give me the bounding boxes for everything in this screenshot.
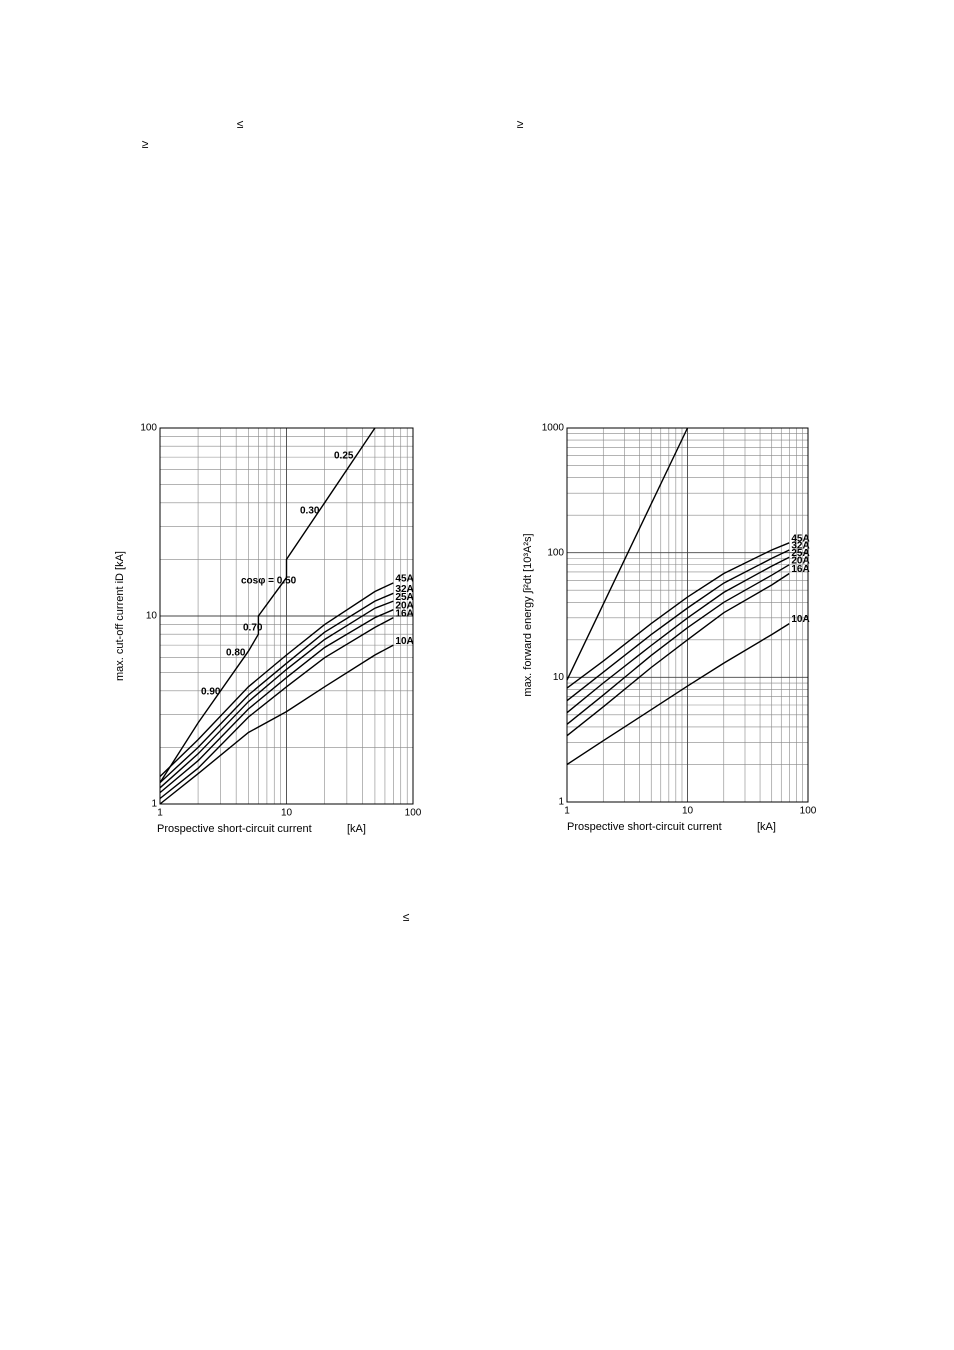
x-tick-label: 1 — [564, 806, 570, 817]
curve — [159, 616, 394, 800]
x-tick-label: 1 — [157, 808, 163, 819]
symbol: ≤ — [237, 117, 244, 131]
curve — [566, 556, 790, 714]
y-tick-label: 1000 — [542, 423, 565, 434]
x-axis-unit: [kA] — [757, 821, 776, 833]
curve — [566, 542, 790, 689]
plot-frame — [159, 427, 414, 805]
curve-label: 45A — [791, 533, 809, 544]
symbol: ≥ — [142, 137, 149, 151]
x-tick-label: 100 — [800, 806, 817, 817]
curve — [159, 600, 394, 789]
curve — [566, 549, 790, 702]
annotation: 0.30 — [300, 506, 320, 517]
curve — [159, 582, 394, 778]
curve — [159, 644, 394, 805]
annotation: 0.80 — [226, 648, 246, 659]
x-axis-label: Prospective short-circuit current — [157, 823, 312, 835]
y-tick-label: 100 — [140, 423, 157, 434]
x-tick-label: 10 — [281, 808, 293, 819]
y-tick-label: 100 — [547, 547, 564, 558]
symbol: ≤ — [403, 910, 410, 924]
curve — [566, 564, 790, 725]
curve — [566, 623, 790, 766]
y-tick-label: 10 — [553, 672, 565, 683]
curve-label: 10A — [395, 636, 413, 647]
symbol: ≥ — [517, 117, 524, 131]
x-axis-label: Prospective short-circuit current — [567, 821, 722, 833]
y-axis-label: max. cut-off current iD [kA] — [114, 551, 126, 681]
curve-label: 45A — [395, 574, 413, 585]
curve — [159, 427, 376, 783]
curve-label: 25A — [791, 548, 809, 559]
curve — [566, 572, 790, 737]
y-axis-label: max. forward energy ∫i²dt [10³A²s] — [522, 533, 534, 696]
annotation: 0.90 — [201, 687, 221, 698]
curve — [566, 427, 689, 681]
x-tick-label: 100 — [405, 808, 422, 819]
curve-label: 20A — [395, 600, 413, 611]
annotation: 0.70 — [243, 623, 263, 634]
curve — [159, 609, 394, 794]
curve-label: 10A — [791, 614, 809, 625]
y-tick-label: 10 — [146, 611, 158, 622]
y-tick-label: 1 — [151, 799, 157, 810]
curve-label: 32A — [395, 584, 413, 595]
curve-label: 25A — [395, 592, 413, 603]
curve-label: 16A — [791, 564, 809, 575]
curve-label: 20A — [791, 555, 809, 566]
x-axis-unit: [kA] — [347, 823, 366, 835]
curve — [159, 592, 394, 784]
x-tick-label: 10 — [682, 806, 694, 817]
curve-label: 32A — [791, 541, 809, 552]
curve-label: 16A — [395, 608, 413, 619]
y-tick-label: 1 — [558, 797, 564, 808]
annotation: 0.25 — [334, 451, 354, 462]
annotation: cosφ = 0.50 — [241, 576, 297, 587]
